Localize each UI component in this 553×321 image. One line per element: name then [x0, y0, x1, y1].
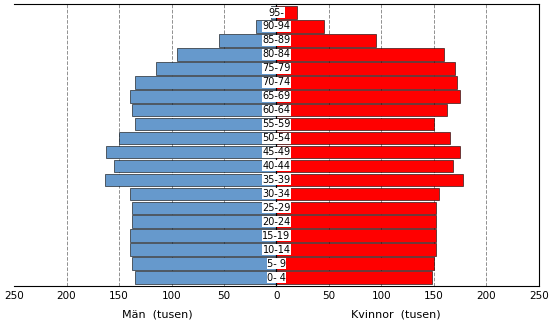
- Bar: [132, 104, 276, 117]
- Bar: [276, 104, 447, 117]
- Bar: [276, 48, 445, 61]
- Bar: [219, 34, 276, 47]
- Text: 35-39: 35-39: [263, 175, 290, 185]
- Bar: [276, 76, 457, 89]
- Text: 50-54: 50-54: [262, 133, 291, 143]
- Text: 65-69: 65-69: [263, 91, 290, 101]
- Bar: [129, 243, 276, 256]
- Bar: [106, 174, 276, 186]
- Text: Kvinnor  (tusen): Kvinnor (tusen): [351, 310, 440, 320]
- Text: 90-94: 90-94: [263, 22, 290, 31]
- Bar: [119, 132, 276, 144]
- Text: 10-14: 10-14: [263, 245, 290, 255]
- Text: 60-64: 60-64: [263, 105, 290, 115]
- Bar: [132, 257, 276, 270]
- Text: 70-74: 70-74: [262, 77, 291, 87]
- Bar: [177, 48, 276, 61]
- Bar: [255, 20, 276, 33]
- Text: 5- 9: 5- 9: [267, 259, 286, 269]
- Text: 85-89: 85-89: [263, 35, 290, 46]
- Bar: [276, 34, 376, 47]
- Bar: [276, 202, 436, 214]
- Bar: [276, 187, 439, 200]
- Bar: [276, 230, 436, 242]
- Bar: [276, 243, 436, 256]
- Bar: [276, 132, 450, 144]
- Bar: [135, 271, 276, 284]
- Text: 55-59: 55-59: [262, 119, 291, 129]
- Text: 0- 4: 0- 4: [267, 273, 286, 282]
- Bar: [114, 160, 276, 172]
- Bar: [132, 202, 276, 214]
- Bar: [135, 118, 276, 130]
- Bar: [135, 76, 276, 89]
- Text: 80-84: 80-84: [263, 49, 290, 59]
- Text: 25-29: 25-29: [262, 203, 291, 213]
- Bar: [272, 6, 276, 19]
- Bar: [276, 215, 436, 228]
- Text: Män  (tusen): Män (tusen): [122, 310, 193, 320]
- Text: 40-44: 40-44: [263, 161, 290, 171]
- Bar: [276, 90, 460, 102]
- Bar: [276, 6, 298, 19]
- Bar: [156, 62, 276, 74]
- Text: 75-79: 75-79: [262, 63, 291, 73]
- Bar: [129, 90, 276, 102]
- Bar: [276, 118, 434, 130]
- Bar: [276, 146, 460, 158]
- Text: 95-: 95-: [269, 7, 284, 18]
- Bar: [276, 62, 455, 74]
- Bar: [132, 215, 276, 228]
- Bar: [276, 257, 434, 270]
- Bar: [276, 20, 324, 33]
- Text: 45-49: 45-49: [263, 147, 290, 157]
- Text: 20-24: 20-24: [262, 217, 291, 227]
- Bar: [129, 230, 276, 242]
- Bar: [106, 146, 276, 158]
- Bar: [129, 187, 276, 200]
- Bar: [276, 271, 432, 284]
- Bar: [276, 174, 463, 186]
- Bar: [276, 160, 453, 172]
- Text: 30-34: 30-34: [263, 189, 290, 199]
- Text: 15-19: 15-19: [263, 231, 290, 241]
